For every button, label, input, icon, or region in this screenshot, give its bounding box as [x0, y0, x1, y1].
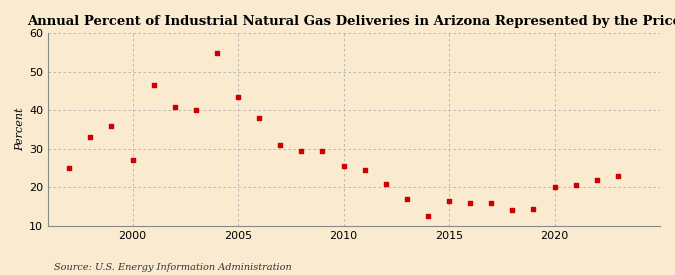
Y-axis label: Percent: Percent [15, 108, 25, 151]
Point [549, 185, 560, 189]
Point [296, 148, 306, 153]
Point [528, 206, 539, 211]
Point [190, 108, 201, 112]
Title: Annual Percent of Industrial Natural Gas Deliveries in Arizona Represented by th: Annual Percent of Industrial Natural Gas… [27, 15, 675, 28]
Point [423, 214, 433, 218]
Point [233, 95, 244, 99]
Point [254, 116, 265, 120]
Point [359, 168, 370, 172]
Point [464, 200, 475, 205]
Point [338, 164, 349, 168]
Point [317, 148, 328, 153]
Point [85, 135, 96, 139]
Point [380, 181, 391, 186]
Point [169, 104, 180, 109]
Point [275, 143, 286, 147]
Point [211, 50, 222, 55]
Point [612, 174, 623, 178]
Text: Source: U.S. Energy Information Administration: Source: U.S. Energy Information Administ… [54, 263, 292, 272]
Point [486, 200, 497, 205]
Point [402, 197, 412, 201]
Point [570, 183, 581, 188]
Point [148, 83, 159, 87]
Point [507, 208, 518, 213]
Point [106, 123, 117, 128]
Point [127, 158, 138, 163]
Point [64, 166, 75, 170]
Point [443, 199, 454, 203]
Point [591, 177, 602, 182]
